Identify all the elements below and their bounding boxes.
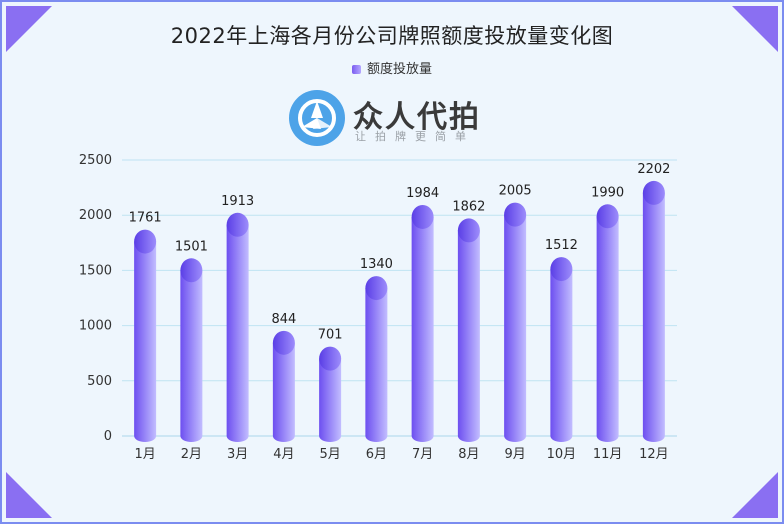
bar-body [596, 216, 619, 442]
bar-cap [272, 330, 295, 355]
x-tick-label: 9月 [504, 447, 525, 462]
bar-cap [226, 212, 249, 237]
bar-body [550, 269, 573, 442]
bar [226, 212, 249, 442]
bar-cap [319, 346, 342, 371]
bar [134, 229, 157, 442]
y-tick-label: 2500 [79, 153, 112, 168]
x-tick-label: 3月 [227, 447, 248, 462]
bar-body [319, 358, 342, 442]
legend-swatch [351, 65, 361, 74]
bar-cap [504, 202, 527, 227]
bar [504, 202, 527, 442]
y-tick-label: 1500 [79, 263, 112, 278]
bar-body [226, 224, 249, 442]
bar [457, 218, 480, 442]
bar-cap [411, 204, 434, 229]
x-tick-label: 1月 [134, 447, 155, 462]
x-tick-label: 10月 [547, 447, 577, 462]
chart-title: 2022年上海各月份公司牌照额度投放量变化图 [170, 24, 614, 48]
data-label: 2005 [499, 184, 532, 199]
bar-body [272, 342, 295, 442]
data-label: 1990 [591, 185, 624, 200]
data-label: 1761 [129, 211, 162, 226]
x-tick-label: 2月 [181, 447, 202, 462]
bar-cap [180, 258, 203, 283]
x-tick-label: 7月 [412, 447, 433, 462]
bar-body [457, 230, 480, 442]
bar-cap [365, 276, 388, 301]
corner-decoration [732, 472, 778, 518]
x-tick-label: 5月 [319, 447, 340, 462]
bar-body [642, 192, 665, 442]
data-label: 1862 [452, 199, 485, 214]
data-label: 701 [318, 328, 343, 343]
y-tick-label: 1000 [79, 319, 112, 334]
bar [642, 180, 665, 442]
corner-decoration [732, 6, 778, 52]
bar-body [134, 241, 157, 442]
bar [596, 204, 619, 442]
bar [365, 276, 388, 442]
data-label: 1913 [221, 194, 254, 209]
watermark-name: 众人代拍 [353, 100, 481, 135]
bar-body [365, 288, 388, 442]
bar [319, 346, 342, 442]
data-label: 1340 [360, 257, 393, 272]
camera-aperture-icon [289, 90, 345, 146]
x-tick-label: 11月 [593, 447, 623, 462]
data-label: 1501 [175, 239, 208, 254]
bar-cap [457, 218, 480, 243]
bar [411, 204, 434, 442]
legend[interactable]: 额度投放量 [2, 58, 782, 77]
bar [180, 258, 203, 442]
bar-cap [134, 229, 157, 254]
data-label: 2202 [637, 162, 670, 177]
y-tick-label: 2000 [79, 208, 112, 223]
bar-cap [596, 204, 619, 229]
corner-decoration [6, 472, 52, 518]
data-label: 844 [271, 312, 296, 327]
watermark-slogan: 让拍牌更简单 [355, 130, 475, 143]
bar-body [504, 214, 527, 442]
watermark-logo: 众人代拍 让拍牌更简单 [289, 90, 509, 146]
bar-cap [550, 257, 573, 282]
bar-body [411, 216, 434, 442]
data-label: 1512 [545, 238, 578, 253]
x-tick-label: 6月 [366, 447, 387, 462]
bar [272, 330, 295, 442]
y-tick-label: 0 [104, 429, 112, 444]
bar [550, 257, 573, 442]
bar-body [180, 270, 203, 442]
x-tick-label: 8月 [458, 447, 479, 462]
x-tick-label: 4月 [273, 447, 294, 462]
bar-cap [642, 180, 665, 205]
x-tick-label: 12月 [639, 447, 669, 462]
y-tick-label: 500 [87, 374, 112, 389]
data-label: 1984 [406, 186, 439, 201]
corner-decoration [6, 6, 52, 52]
legend-label: 额度投放量 [366, 62, 432, 77]
